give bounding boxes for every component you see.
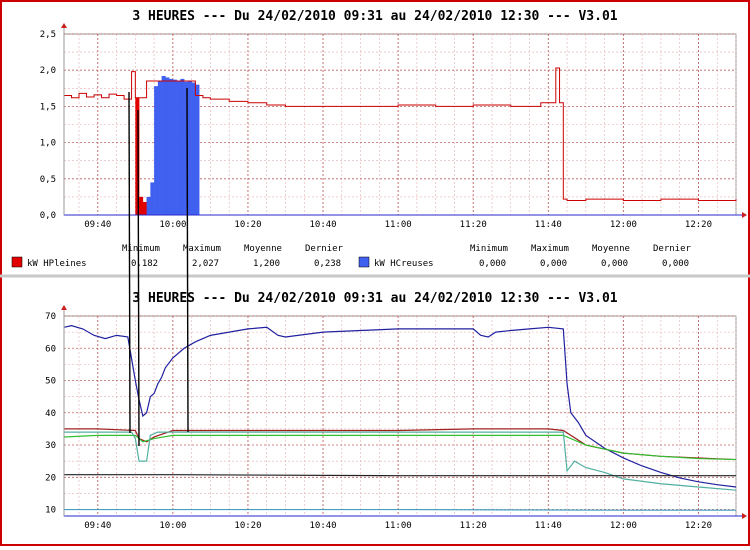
top-series-1-bar bbox=[165, 77, 170, 215]
bottom-chart-title: 3 HEURES --- Du 24/02/2010 09:31 au 24/0… bbox=[132, 291, 617, 306]
top-series-1-bar bbox=[195, 84, 200, 216]
top-y-tick-label: 2,5 bbox=[40, 30, 56, 40]
top-series-0-bar bbox=[139, 196, 144, 215]
legend-header-dernier: Dernier bbox=[305, 244, 344, 254]
legend-header-maximum-2: Maximum bbox=[531, 244, 569, 254]
legend-header-minimum: Minimum bbox=[122, 244, 160, 254]
bottom-plot-area: 10 20 30 40 50 60 70 09:40 10:00 10:20 10:40 11:00 1… bbox=[45, 305, 747, 531]
top-series-1-bar bbox=[169, 78, 174, 215]
top-y-tick-label: 1,5 bbox=[40, 102, 56, 112]
bottom-series-3-line bbox=[64, 431, 737, 491]
top-plot-area: 0,0 0,5 1,0 1,5 2,0 2,5 09:40 10:00 10:20 10:40 11… bbox=[40, 23, 747, 230]
bottom-plot-background bbox=[63, 315, 737, 517]
legend-hcreuses-minimum: 0,000 bbox=[479, 259, 506, 269]
top-x-tick-label: 10:40 bbox=[309, 220, 336, 230]
top-series-1-bar bbox=[172, 79, 177, 215]
bottom-series-4-line bbox=[64, 474, 736, 477]
top-series-2-line bbox=[64, 67, 737, 202]
bottom-x-tick-label: 10:40 bbox=[309, 521, 336, 531]
top-x-tick-label: 11:20 bbox=[460, 220, 487, 230]
top-series-1-bar bbox=[191, 82, 196, 216]
top-series-1-bar bbox=[176, 81, 181, 215]
bottom-x-tick-label: 12:20 bbox=[685, 521, 712, 531]
bottom-x-tick-label: 10:20 bbox=[234, 521, 261, 531]
top-x-tick-label: 10:00 bbox=[159, 220, 186, 230]
bottom-x-tick-label: 11:00 bbox=[385, 521, 412, 531]
top-series-0-bar bbox=[135, 97, 140, 215]
top-series-1-bar bbox=[184, 81, 189, 215]
legend-header-moyenne: Moyenne bbox=[244, 244, 282, 254]
bottom-x-tick-label: 11:40 bbox=[535, 521, 562, 531]
top-x-tick-label: 12:00 bbox=[610, 220, 637, 230]
legend-label-hcreuses: kW HCreuses bbox=[374, 259, 434, 269]
top-x-tick-label: 12:20 bbox=[685, 220, 712, 230]
connector-line bbox=[128, 91, 131, 434]
top-series-1-bar bbox=[180, 78, 185, 215]
bottom-y-tick-label: 70 bbox=[45, 312, 56, 322]
legend-header-moyenne-2: Moyenne bbox=[592, 244, 630, 254]
legend-hcreuses-moyenne: 0,000 bbox=[601, 259, 628, 269]
legend-header-maximum: Maximum bbox=[183, 244, 221, 254]
legend-hpleines-minimum: 0,182 bbox=[131, 259, 158, 269]
legend-hpleines-moyenne: 1,200 bbox=[253, 259, 280, 269]
top-series-0-bar bbox=[142, 201, 147, 215]
legend-hpleines-maximum: 2,027 bbox=[192, 259, 219, 269]
top-series-1-bar bbox=[146, 196, 151, 215]
top-y-tick-label: 2,0 bbox=[40, 66, 56, 76]
bottom-x-axis-arrow bbox=[742, 513, 747, 519]
legend-hcreuses-dernier: 0,000 bbox=[662, 259, 689, 269]
annotation-connectors bbox=[128, 87, 189, 447]
bottom-y-tick-label: 20 bbox=[45, 473, 56, 483]
top-chart-title: 3 HEURES --- Du 24/02/2010 09:31 au 24/0… bbox=[132, 9, 617, 24]
bottom-y-axis-arrow bbox=[61, 305, 67, 310]
bottom-x-tick-label: 09:40 bbox=[84, 521, 111, 531]
legend-header-dernier-2: Dernier bbox=[653, 244, 692, 254]
bottom-y-tick-label: 60 bbox=[45, 344, 56, 354]
bottom-x-tick-label: 12:00 bbox=[610, 521, 637, 531]
bottom-y-tick-label: 10 bbox=[45, 506, 56, 516]
bottom-y-tick-label: 30 bbox=[45, 441, 56, 451]
legend-swatch-hcreuses bbox=[358, 256, 370, 268]
top-x-tick-label: 11:00 bbox=[385, 220, 412, 230]
top-series-1-bar bbox=[157, 81, 162, 215]
top-x-tick-label: 09:40 bbox=[84, 220, 111, 230]
top-x-tick-label: 10:20 bbox=[234, 220, 261, 230]
bottom-x-tick-label: 10:00 bbox=[159, 521, 186, 531]
connector-line bbox=[137, 109, 140, 447]
bottom-series-5-line bbox=[64, 508, 736, 511]
top-y-tick-label: 0,5 bbox=[40, 175, 56, 185]
top-series-1-bar bbox=[187, 81, 192, 215]
top-legend: Minimum Maximum Moyenne Dernier Minimum … bbox=[11, 244, 692, 269]
bottom-y-tick-label: 40 bbox=[45, 409, 56, 419]
bottom-series-2-line bbox=[63, 434, 737, 461]
legend-hpleines-dernier: 0,238 bbox=[314, 259, 341, 269]
legend-hcreuses-maximum: 0,000 bbox=[540, 259, 567, 269]
top-series-1-bar bbox=[154, 86, 159, 216]
top-y-tick-label: 0,0 bbox=[40, 211, 56, 221]
bottom-y-tick-label: 50 bbox=[45, 377, 56, 387]
top-series-1-bar bbox=[161, 75, 166, 215]
top-y-tick-label: 1,0 bbox=[40, 139, 56, 149]
top-series-1-bar bbox=[150, 182, 155, 215]
legend-header-minimum-2: Minimum bbox=[470, 244, 508, 254]
top-y-axis-arrow bbox=[61, 23, 67, 28]
connector-line bbox=[186, 87, 189, 433]
top-x-tick-label: 11:40 bbox=[535, 220, 562, 230]
legend-swatch-hpleines bbox=[11, 256, 23, 268]
legend-label-hpleines: kW HPleines bbox=[27, 259, 87, 269]
top-x-axis-arrow bbox=[742, 212, 747, 218]
bottom-x-tick-label: 11:20 bbox=[460, 521, 487, 531]
